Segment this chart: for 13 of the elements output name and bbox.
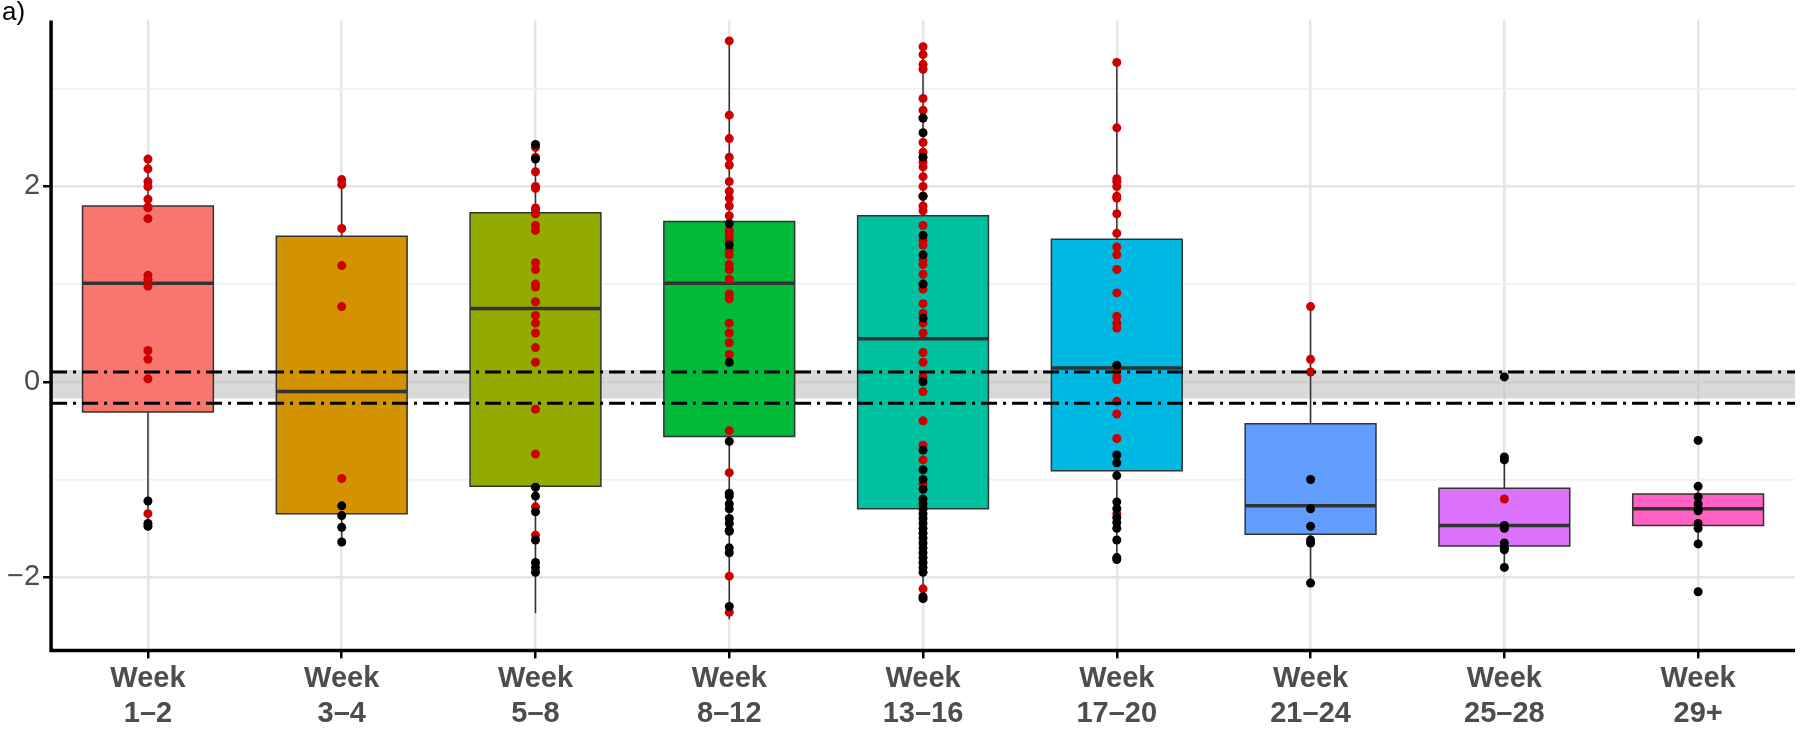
x-tick-label: Week 8–12 [691, 660, 768, 728]
x-tick-label: Week 21–24 [1270, 660, 1351, 728]
x-tick-label: Week 3–4 [304, 660, 381, 728]
y-tick-label: 2 [23, 168, 41, 201]
x-tick-label: Week 29+ [1660, 660, 1737, 728]
text: a) [2, 0, 26, 27]
x-tick-label: Week 25–28 [1464, 660, 1545, 728]
x-tick-label: Week 13–16 [882, 660, 964, 728]
x-tick-label: Week 5–8 [497, 660, 574, 728]
x-tick-label: Week 1–2 [110, 660, 187, 728]
y-tick-label: 0 [23, 363, 41, 396]
x-tick-label: Week 17–20 [1076, 660, 1158, 728]
y-tick-label: −2 [6, 559, 41, 592]
